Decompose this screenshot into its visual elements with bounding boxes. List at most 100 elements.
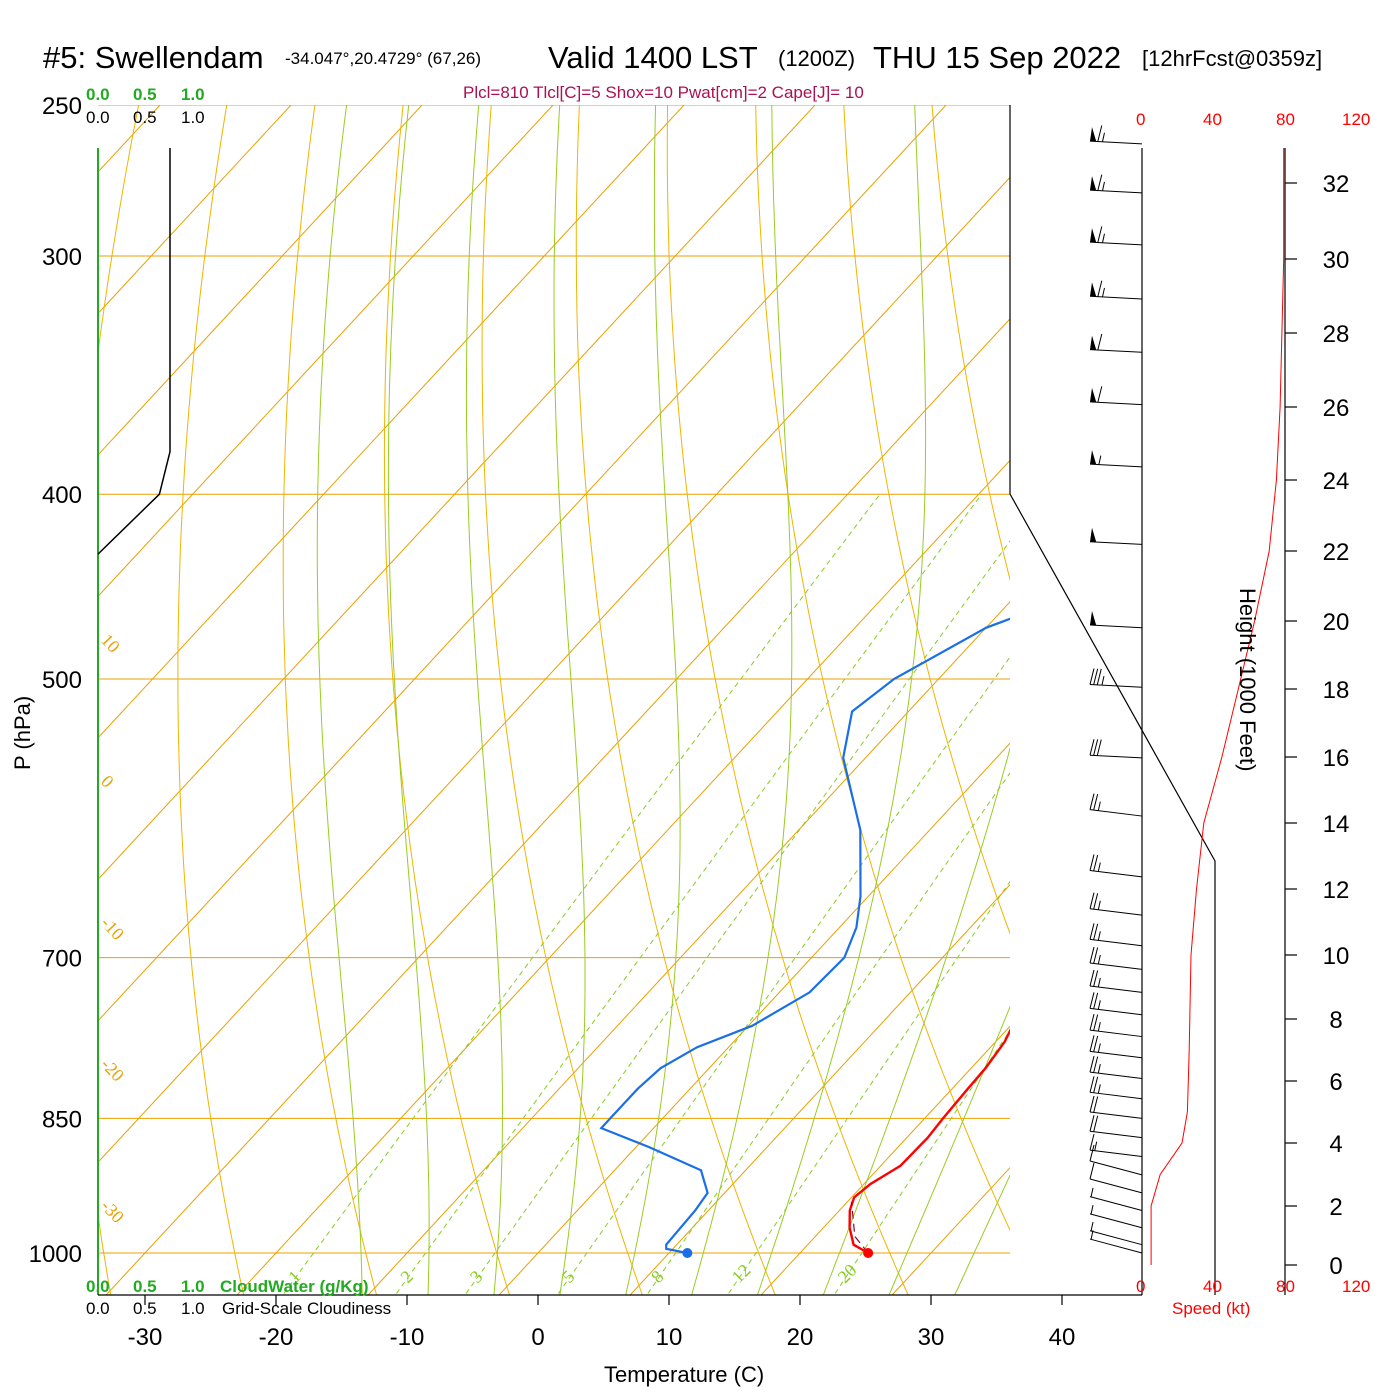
wind-barb-staff [1089, 624, 1143, 629]
wind-speed-line [1150, 148, 1285, 1265]
cloudiness-scale-bottom-1: 1.0 [181, 1299, 205, 1318]
mixing-ratio-line [465, 540, 1010, 1294]
cloudiness-scale-bottom-05: 0.5 [133, 1299, 157, 1318]
background-grid: 10 0 -10 -20 -30 [97, 105, 1010, 1295]
moist-adiabat-line [954, 1174, 1010, 1295]
pressure-tick-label: 400 [42, 482, 82, 509]
station-name: #5: Swellendam [43, 40, 264, 75]
dry-adiabat-line [843, 105, 1010, 935]
height-tick-label: 22 [1323, 539, 1350, 566]
height-tick-label: 4 [1329, 1131, 1342, 1158]
wind-barb [1089, 1221, 1143, 1246]
wind-barb-staff [1089, 1029, 1143, 1038]
mixing-ratio-line [647, 772, 1010, 1294]
wind-barb [1089, 1230, 1143, 1254]
speed-scale-top-40: 40 [1203, 110, 1222, 129]
wind-barb-feather [1089, 668, 1095, 685]
wind-barb-feather [1093, 854, 1099, 872]
wind-barb-feather [1097, 280, 1103, 297]
wind-barb [1089, 611, 1143, 629]
isotherm-line [98, 105, 947, 1022]
wind-barb-staff [1089, 1160, 1143, 1176]
wind-barb-staff [1089, 401, 1143, 406]
isotherm-line [498, 742, 1010, 1295]
wind-barb-half-feather [1098, 455, 1102, 465]
wind-barb [1089, 1035, 1143, 1059]
temperature-line [848, 1028, 1010, 1255]
sounding-parameters: Plcl=810 Tlcl[C]=5 Shox=10 Pwat[cm]=2 Ca… [463, 83, 864, 102]
wind-barb-staff [1089, 463, 1143, 468]
isotherm-label: -20 [97, 1054, 128, 1085]
temperature-tick-label: 10 [656, 1324, 683, 1351]
isotherm-line [98, 105, 292, 315]
wind-barb-feather [1093, 992, 1099, 1009]
wind-barb-staff [1089, 541, 1143, 545]
wind-barb-half-feather [1097, 1064, 1101, 1074]
wind-barb [1089, 854, 1143, 878]
wind-barb [1089, 280, 1143, 300]
wind-barb-pennant [1090, 387, 1097, 403]
wind-barb-staff [1089, 754, 1143, 759]
isotherm-line [760, 1025, 1010, 1295]
wind-barb-staff [1089, 189, 1143, 194]
wind-barb-feather [1089, 992, 1095, 1009]
wind-barb-staff [1089, 349, 1143, 353]
cloudwater-scale-05: 0.5 [133, 85, 157, 104]
moist-adiabat-line [625, 105, 681, 1295]
wind-barb-staff [1089, 241, 1143, 246]
wind-barb [1089, 1095, 1143, 1119]
cloudiness-line [97, 148, 171, 555]
wind-barb-half-feather [1097, 977, 1101, 988]
speed-label: Speed (kt) [1172, 1299, 1250, 1318]
isotherm-line [98, 176, 1010, 1164]
wind-barb [1089, 125, 1143, 145]
dry-adiabat-line [383, 105, 511, 1295]
speed-scale-bottom-120: 120 [1342, 1277, 1370, 1296]
wind-barb [1089, 1055, 1143, 1079]
height-tick-label: 30 [1323, 247, 1350, 274]
dry-adiabat-line [666, 105, 909, 1295]
wind-barb-feather [1093, 1014, 1099, 1031]
wind-barb-half-feather [1101, 233, 1105, 243]
wind-barb-half-feather [1097, 900, 1101, 910]
isotherm-line [236, 459, 1010, 1295]
isotherm-line [105, 318, 1010, 1295]
moist-adiabat-line [822, 746, 1010, 1295]
cloudwater-scale-bottom-1: 1.0 [181, 1277, 205, 1296]
wind-barb-feather [1089, 1035, 1095, 1052]
wind-barb [1089, 992, 1143, 1016]
wind-barb-half-feather [1097, 801, 1101, 811]
mixing-ratio-label: 12 [728, 1260, 755, 1287]
height-tick-label: 28 [1323, 321, 1350, 348]
wind-barb-staff [1089, 684, 1143, 688]
temperature-tick-label: -10 [390, 1324, 425, 1351]
wind-barb [1089, 892, 1143, 916]
wind-barb-half-feather [1097, 1022, 1101, 1032]
pressure-tick-label: 300 [42, 244, 82, 271]
moist-adiabat-line [756, 105, 927, 1295]
dewpoint-line [599, 617, 1010, 1255]
wind-barb-feather [1093, 893, 1099, 910]
wind-barb-staff [1089, 1230, 1143, 1246]
cloudwater-label: CloudWater (g/Kg) [220, 1277, 369, 1296]
height-tick-label: 18 [1323, 677, 1350, 704]
speed-scale-bottom-40: 40 [1203, 1277, 1222, 1296]
wind-barb-feather [1089, 946, 1095, 964]
wind-barb-staff [1089, 1238, 1143, 1254]
isotherm-line [98, 105, 685, 739]
wind-barb-feather [1089, 1144, 1095, 1162]
cloudiness-scale-0: 0.0 [86, 108, 110, 127]
wind-barb-half-feather [1097, 931, 1101, 941]
wind-barb [1089, 1115, 1143, 1139]
wind-barb-staff [1089, 140, 1143, 145]
speed-scale-bottom-0: 0 [1136, 1277, 1145, 1296]
mixing-ratio-label: 20 [834, 1260, 861, 1287]
wind-barb-feather [1089, 854, 1095, 871]
wind-barb [1089, 923, 1143, 947]
wind-barb-half-feather [1097, 1084, 1101, 1094]
cloudwater-scale-0: 0.0 [86, 85, 110, 104]
wind-barb-staff [1089, 1196, 1143, 1212]
wind-barb-feather [1089, 1076, 1095, 1093]
wind-barb [1089, 527, 1143, 545]
